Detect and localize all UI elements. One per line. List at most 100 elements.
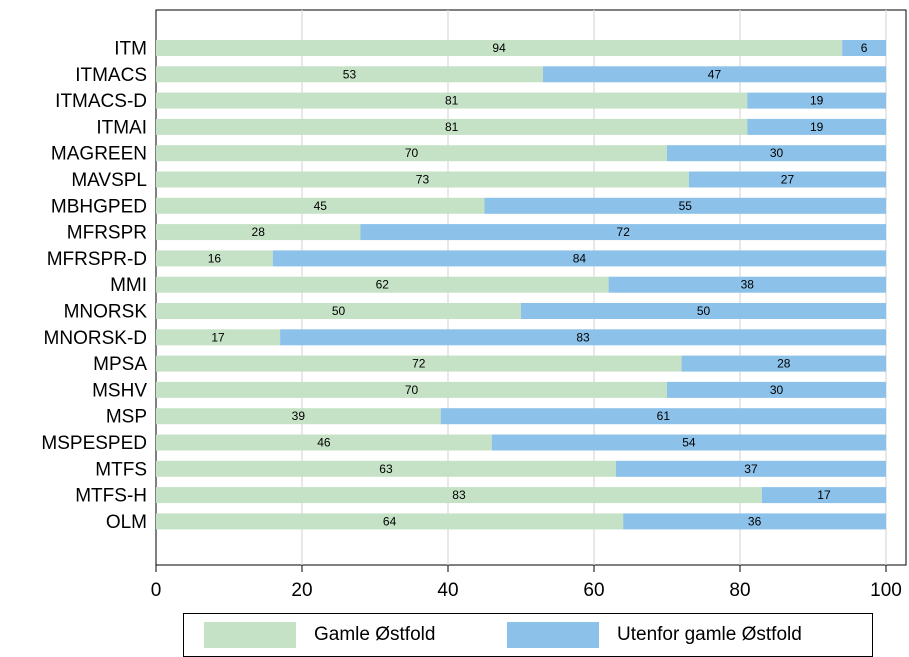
x-axis-ticks: 0 20 40 60 80 100 bbox=[151, 565, 902, 601]
bar-mfrspr-series-1 bbox=[360, 224, 886, 241]
category-label-mnorsk: MNORSK bbox=[64, 302, 148, 323]
bar-itmacs-series-1 bbox=[542, 66, 886, 83]
bar-olm-series-0 bbox=[156, 513, 624, 530]
bar-mtfs-h-series-0 bbox=[156, 487, 762, 504]
value-label-mavspl-series-0: 73 bbox=[416, 173, 430, 187]
category-label-itmacs: ITMACS bbox=[75, 65, 147, 86]
legend-item-gamle-ostfold: Gamle Østfold bbox=[204, 622, 435, 648]
x-tick-label-0: 0 bbox=[151, 580, 162, 601]
bar-msp-series-1 bbox=[440, 408, 886, 425]
value-label-magreen-series-0: 70 bbox=[405, 146, 419, 160]
bar-olm-series-1 bbox=[623, 513, 886, 530]
bar-mtfs-series-0 bbox=[156, 460, 616, 477]
bar-mbhgped-series-0 bbox=[156, 197, 485, 214]
value-label-mtfs-h-series-1: 17 bbox=[817, 488, 831, 502]
bar-mnorsk-d-series-1 bbox=[280, 329, 887, 346]
category-label-mtfs: MTFS bbox=[95, 459, 147, 480]
bar-mspesped-series-1 bbox=[491, 434, 886, 451]
value-label-mfrspr-d-series-1: 84 bbox=[573, 251, 587, 265]
value-label-itmai-series-0: 81 bbox=[445, 120, 459, 134]
bar-mpsa-series-0 bbox=[156, 355, 682, 372]
category-label-mfrspr: MFRSPR bbox=[67, 223, 147, 244]
value-label-itm-series-0: 94 bbox=[492, 41, 506, 55]
bars: 94 6 53 47 81 19 81 19 70 30 73 27 45 55 28 72 16 84 62 38 5… bbox=[156, 40, 887, 530]
category-label-mmi: MMI bbox=[110, 275, 147, 296]
value-label-mnorsk-series-1: 50 bbox=[697, 304, 711, 318]
value-label-mmi-series-1: 38 bbox=[741, 278, 755, 292]
value-label-mfrspr-d-series-0: 16 bbox=[208, 251, 222, 265]
category-label-mpsa: MPSA bbox=[93, 354, 147, 375]
value-label-mshv-series-0: 70 bbox=[405, 383, 419, 397]
bar-mnorsk-d-series-0 bbox=[156, 329, 281, 346]
category-label-mbhgped: MBHGPED bbox=[51, 196, 147, 217]
bar-mpsa-series-1 bbox=[681, 355, 886, 372]
value-label-itmacs-d-series-0: 81 bbox=[445, 94, 459, 108]
legend-label-gamle-ostfold: Gamle Østfold bbox=[314, 624, 436, 645]
bar-mmi-series-1 bbox=[608, 276, 886, 293]
bar-mavspl-series-1 bbox=[688, 171, 886, 188]
legend-label-utenfor-gamle-ostfold: Utenfor gamle Østfold bbox=[617, 624, 802, 645]
bar-mfrspr-d-series-1 bbox=[272, 250, 886, 267]
value-label-msp-series-1: 61 bbox=[657, 409, 671, 423]
bar-itmai-series-1 bbox=[747, 118, 886, 135]
value-label-mavspl-series-1: 27 bbox=[781, 173, 795, 187]
value-label-mnorsk-d-series-0: 17 bbox=[211, 330, 225, 344]
bar-mtfs-h-series-1 bbox=[761, 487, 886, 504]
value-label-mfrspr-series-0: 28 bbox=[252, 225, 266, 239]
category-label-itmai: ITMAI bbox=[96, 117, 147, 138]
bar-itmai-series-0 bbox=[156, 118, 748, 135]
value-label-mtfs-series-0: 63 bbox=[379, 462, 393, 476]
value-label-olm-series-0: 64 bbox=[383, 514, 397, 528]
value-label-mspesped-series-0: 46 bbox=[317, 436, 331, 450]
category-label-magreen: MAGREEN bbox=[51, 144, 147, 165]
bar-itmacs-series-0 bbox=[156, 66, 543, 83]
bar-magreen-series-0 bbox=[156, 145, 667, 162]
x-tick-label-80: 80 bbox=[729, 580, 750, 601]
bar-mnorsk-series-1 bbox=[521, 303, 886, 319]
bar-itmacs-d-series-0 bbox=[156, 92, 748, 109]
value-label-mbhgped-series-1: 55 bbox=[679, 199, 693, 213]
legend-swatch-gamle-ostfold bbox=[204, 622, 296, 648]
legend: Gamle Østfold Utenfor gamle Østfold bbox=[183, 613, 873, 657]
category-label-mspesped: MSPESPED bbox=[41, 433, 147, 454]
legend-item-utenfor-gamle-ostfold: Utenfor gamle Østfold bbox=[507, 622, 802, 648]
category-label-itmacs-d: ITMACS-D bbox=[55, 91, 147, 112]
bar-magreen-series-1 bbox=[667, 145, 886, 162]
legend-swatch-utenfor-gamle-ostfold bbox=[507, 622, 599, 648]
value-label-mspesped-series-1: 54 bbox=[682, 436, 696, 450]
category-label-olm: OLM bbox=[106, 512, 147, 533]
stacked-bar-chart: 94 6 53 47 81 19 81 19 70 30 73 27 45 55 28 72 16 84 62 38 5… bbox=[41, 9, 907, 601]
bar-itmacs-d-series-1 bbox=[747, 92, 886, 109]
value-label-mfrspr-series-1: 72 bbox=[617, 225, 631, 239]
value-label-msp-series-0: 39 bbox=[292, 409, 306, 423]
bar-mshv-series-1 bbox=[667, 381, 886, 398]
x-tick-label-40: 40 bbox=[437, 580, 458, 601]
category-label-msp: MSP bbox=[106, 407, 147, 428]
category-label-mnorsk-d: MNORSK-D bbox=[44, 328, 147, 349]
value-label-mnorsk-d-series-1: 83 bbox=[576, 330, 590, 344]
category-label-mtfs-h: MTFS-H bbox=[75, 486, 147, 507]
value-label-mpsa-series-1: 28 bbox=[777, 357, 791, 371]
bar-msp-series-0 bbox=[156, 408, 441, 425]
value-label-mtfs-series-1: 37 bbox=[744, 462, 758, 476]
bar-mtfs-series-1 bbox=[615, 460, 886, 477]
category-label-mfrspr-d: MFRSPR-D bbox=[47, 249, 147, 270]
bar-mmi-series-0 bbox=[156, 276, 609, 293]
value-label-magreen-series-1: 30 bbox=[770, 146, 784, 160]
x-tick-label-60: 60 bbox=[583, 580, 604, 601]
bar-mavspl-series-0 bbox=[156, 171, 689, 188]
value-label-itmai-series-1: 19 bbox=[810, 120, 824, 134]
value-label-itm-series-1: 6 bbox=[861, 41, 868, 55]
bar-mnorsk-series-0 bbox=[156, 303, 521, 319]
category-label-mavspl: MAVSPL bbox=[71, 170, 147, 191]
value-label-mshv-series-1: 30 bbox=[770, 383, 784, 397]
bar-mfrspr-d-series-0 bbox=[156, 250, 273, 267]
value-label-itmacs-series-1: 47 bbox=[708, 67, 722, 81]
value-label-mpsa-series-0: 72 bbox=[412, 357, 426, 371]
bar-itm-series-1 bbox=[842, 40, 886, 56]
category-label-mshv: MSHV bbox=[92, 380, 147, 401]
value-label-mmi-series-0: 62 bbox=[376, 278, 390, 292]
bar-mfrspr-series-0 bbox=[156, 224, 361, 241]
value-label-mnorsk-series-0: 50 bbox=[332, 304, 346, 318]
x-tick-label-100: 100 bbox=[870, 580, 902, 601]
